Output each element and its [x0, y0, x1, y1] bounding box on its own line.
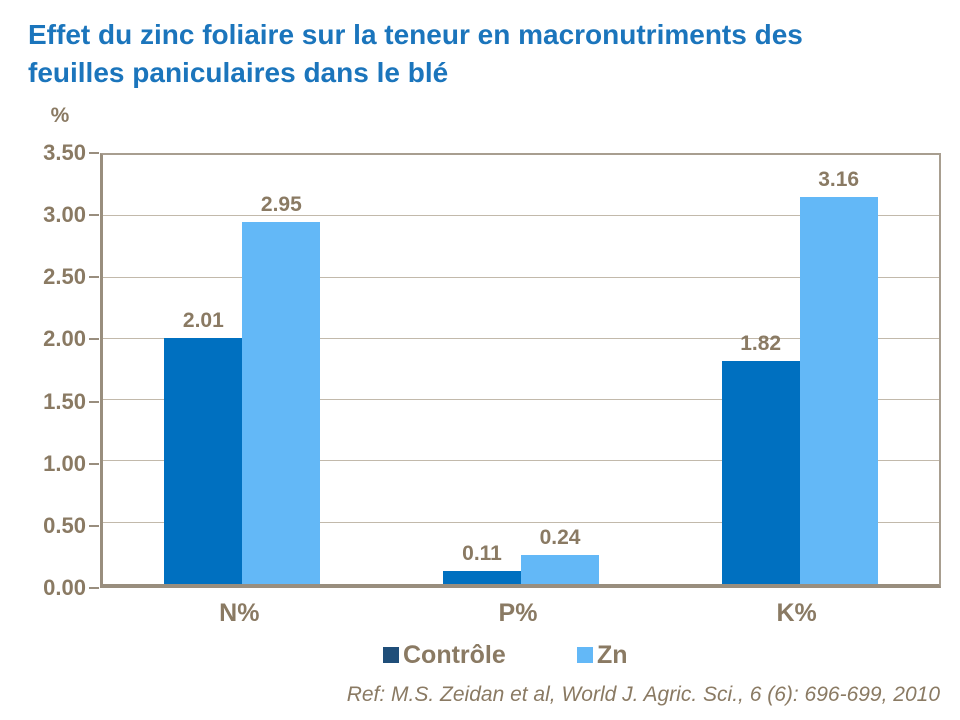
y-tick-mark	[89, 524, 99, 527]
data-label: 1.82	[740, 331, 782, 355]
bar-zn-N	[242, 222, 321, 584]
gridline	[103, 399, 939, 401]
chart-title: Effet du zinc foliaire sur la teneur en …	[28, 16, 938, 92]
legend-swatch-icon	[383, 647, 399, 663]
legend-swatch-icon	[577, 647, 593, 663]
gridline	[103, 337, 939, 339]
plot-inner: 2.01 2.95 0.11 0.24 1.82 3.16	[103, 155, 939, 584]
y-tick-label: 1.00	[43, 450, 86, 476]
y-tick-mark	[89, 400, 99, 403]
bar-controle-K	[721, 360, 800, 584]
category-label-P: P%	[498, 599, 538, 627]
gridline	[103, 521, 939, 523]
category-label-N: N%	[219, 599, 260, 627]
data-label: 2.01	[182, 308, 224, 332]
legend-item-zn: Zn	[577, 638, 628, 672]
gridline	[103, 460, 939, 462]
data-label: 0.11	[462, 541, 502, 565]
y-tick-mark	[89, 152, 99, 154]
gridline	[103, 215, 939, 217]
gridline	[103, 276, 939, 278]
y-tick-label: 3.50	[43, 140, 86, 165]
data-label: 3.16	[818, 167, 860, 191]
y-tick-mark	[89, 276, 99, 279]
y-tick-label: 2.00	[43, 326, 86, 352]
plot-area: 2.01 2.95 0.11 0.24 1.82 3.16	[100, 153, 941, 588]
reference-citation: Ref: M.S. Zeidan et al, World J. Agric. …	[346, 683, 940, 706]
data-label: 2.95	[260, 193, 302, 217]
y-axis-title: %	[50, 104, 70, 127]
bar-controle-N	[164, 337, 243, 584]
y-tick-label: 0.50	[43, 512, 86, 538]
data-label: 0.24	[539, 525, 581, 549]
y-tick-label: 2.50	[43, 264, 86, 290]
bar-zn-K	[799, 196, 878, 584]
chart-title-line2: feuilles paniculaires dans le blé	[28, 57, 449, 88]
bar-zn-P	[521, 554, 599, 584]
y-tick-mark	[89, 587, 99, 589]
legend-label: Zn	[597, 640, 628, 669]
y-tick-label: 1.50	[43, 388, 86, 414]
y-tick-label: 0.00	[43, 575, 86, 600]
category-label-K: K%	[776, 599, 817, 627]
chart-title-line1: Effet du zinc foliaire sur la teneur en …	[28, 19, 803, 50]
y-tick-mark	[89, 338, 99, 341]
y-tick-label: 3.00	[43, 202, 86, 228]
legend-item-controle: Contrôle	[383, 638, 506, 672]
legend: Contrôle Zn	[0, 638, 960, 674]
legend-label: Contrôle	[403, 640, 506, 669]
y-tick-mark	[89, 462, 99, 465]
bar-controle-P	[443, 570, 521, 584]
y-tick-mark	[89, 214, 99, 217]
